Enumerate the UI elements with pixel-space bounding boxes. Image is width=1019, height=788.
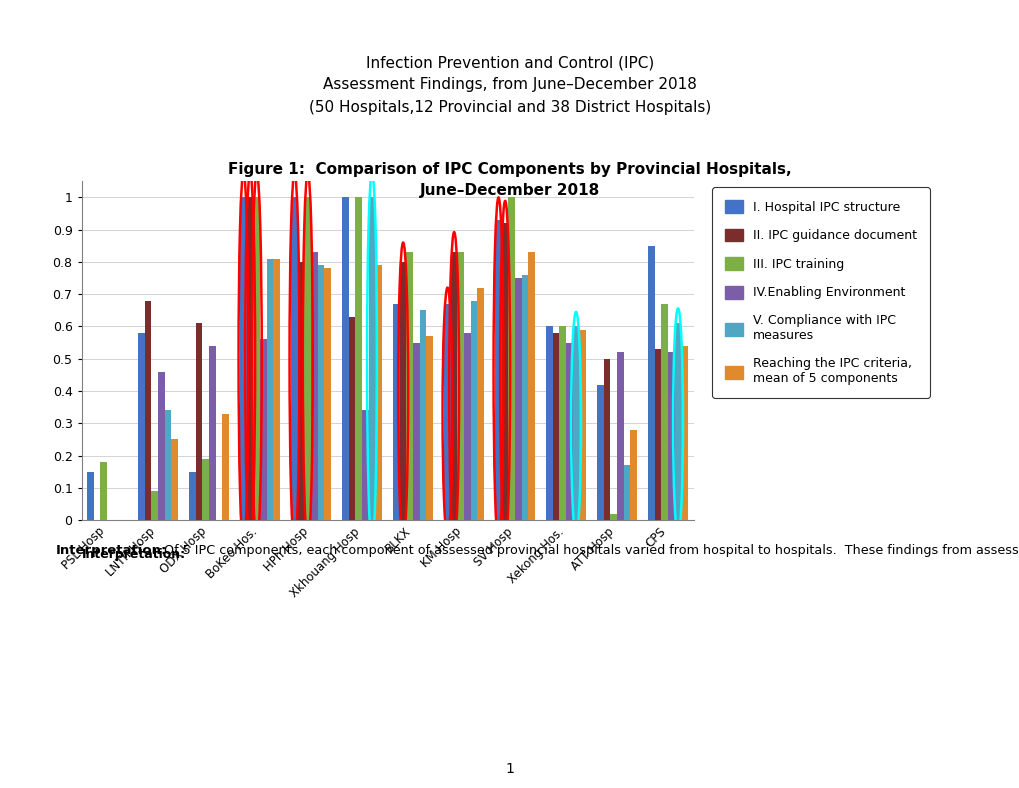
Text: Of 5 IPC components, each component of assessed provincial hospitals varied from: Of 5 IPC components, each component of a… <box>156 544 1019 556</box>
Bar <box>558 326 566 520</box>
Bar <box>324 269 330 520</box>
Bar <box>648 246 654 520</box>
Bar <box>675 323 681 520</box>
Text: Interpretation:: Interpretation: <box>82 548 185 560</box>
Bar <box>552 333 558 520</box>
Bar <box>507 197 515 520</box>
Bar <box>209 346 216 520</box>
Text: Infection Prevention and Control (IPC)
Assessment Findings, from June–December 2: Infection Prevention and Control (IPC) A… <box>309 55 710 114</box>
Bar <box>444 304 450 520</box>
Bar <box>654 349 661 520</box>
Bar <box>630 429 636 520</box>
Bar <box>298 262 304 520</box>
Bar <box>494 220 501 520</box>
Bar <box>546 326 552 520</box>
Bar <box>399 262 406 520</box>
Legend: I. Hospital IPC structure, II. IPC guidance document, III. IPC training, IV.Enab: I. Hospital IPC structure, II. IPC guida… <box>711 188 929 398</box>
Bar <box>375 265 381 520</box>
Bar <box>139 333 145 520</box>
Bar <box>304 197 311 520</box>
Bar <box>355 197 362 520</box>
Bar <box>522 275 528 520</box>
Bar <box>369 197 375 520</box>
Bar <box>254 197 260 520</box>
Bar <box>406 252 413 520</box>
Bar <box>464 333 471 520</box>
Bar <box>573 326 579 520</box>
Bar <box>291 197 298 520</box>
Text: Figure 1:  Comparison of IPC Components by Provincial Hospitals,
June–December 2: Figure 1: Comparison of IPC Components b… <box>228 162 791 198</box>
Bar <box>471 301 477 520</box>
Bar <box>393 304 399 520</box>
Bar <box>88 472 94 520</box>
Bar <box>579 329 585 520</box>
Bar <box>528 252 534 520</box>
Bar <box>202 459 209 520</box>
Bar <box>101 462 107 520</box>
Bar <box>266 258 273 520</box>
Bar <box>240 197 247 520</box>
Bar <box>597 385 603 520</box>
Bar <box>222 414 228 520</box>
Bar <box>145 301 151 520</box>
Bar <box>426 336 432 520</box>
Bar <box>165 411 171 520</box>
Bar <box>624 465 630 520</box>
Bar <box>457 252 464 520</box>
Bar <box>348 317 355 520</box>
Bar <box>342 197 348 520</box>
Bar <box>603 359 609 520</box>
Bar <box>661 304 667 520</box>
Bar <box>190 472 196 520</box>
Bar <box>616 352 624 520</box>
Bar <box>317 265 324 520</box>
Bar <box>477 288 483 520</box>
Bar <box>171 440 177 520</box>
Bar <box>158 372 165 520</box>
Bar <box>273 258 279 520</box>
Bar <box>311 252 317 520</box>
Text: 1: 1 <box>505 762 514 776</box>
Bar <box>501 223 507 520</box>
Bar <box>362 411 369 520</box>
Bar <box>247 197 254 520</box>
Bar <box>609 514 616 520</box>
Bar <box>515 278 521 520</box>
Bar <box>681 346 687 520</box>
Bar <box>667 352 675 520</box>
Bar <box>196 323 202 520</box>
Bar <box>450 252 457 520</box>
Bar <box>420 310 426 520</box>
Bar <box>566 343 573 520</box>
Bar <box>151 491 158 520</box>
Bar <box>413 343 420 520</box>
Text: Interpretation:: Interpretation: <box>56 544 167 556</box>
Bar <box>260 340 266 520</box>
